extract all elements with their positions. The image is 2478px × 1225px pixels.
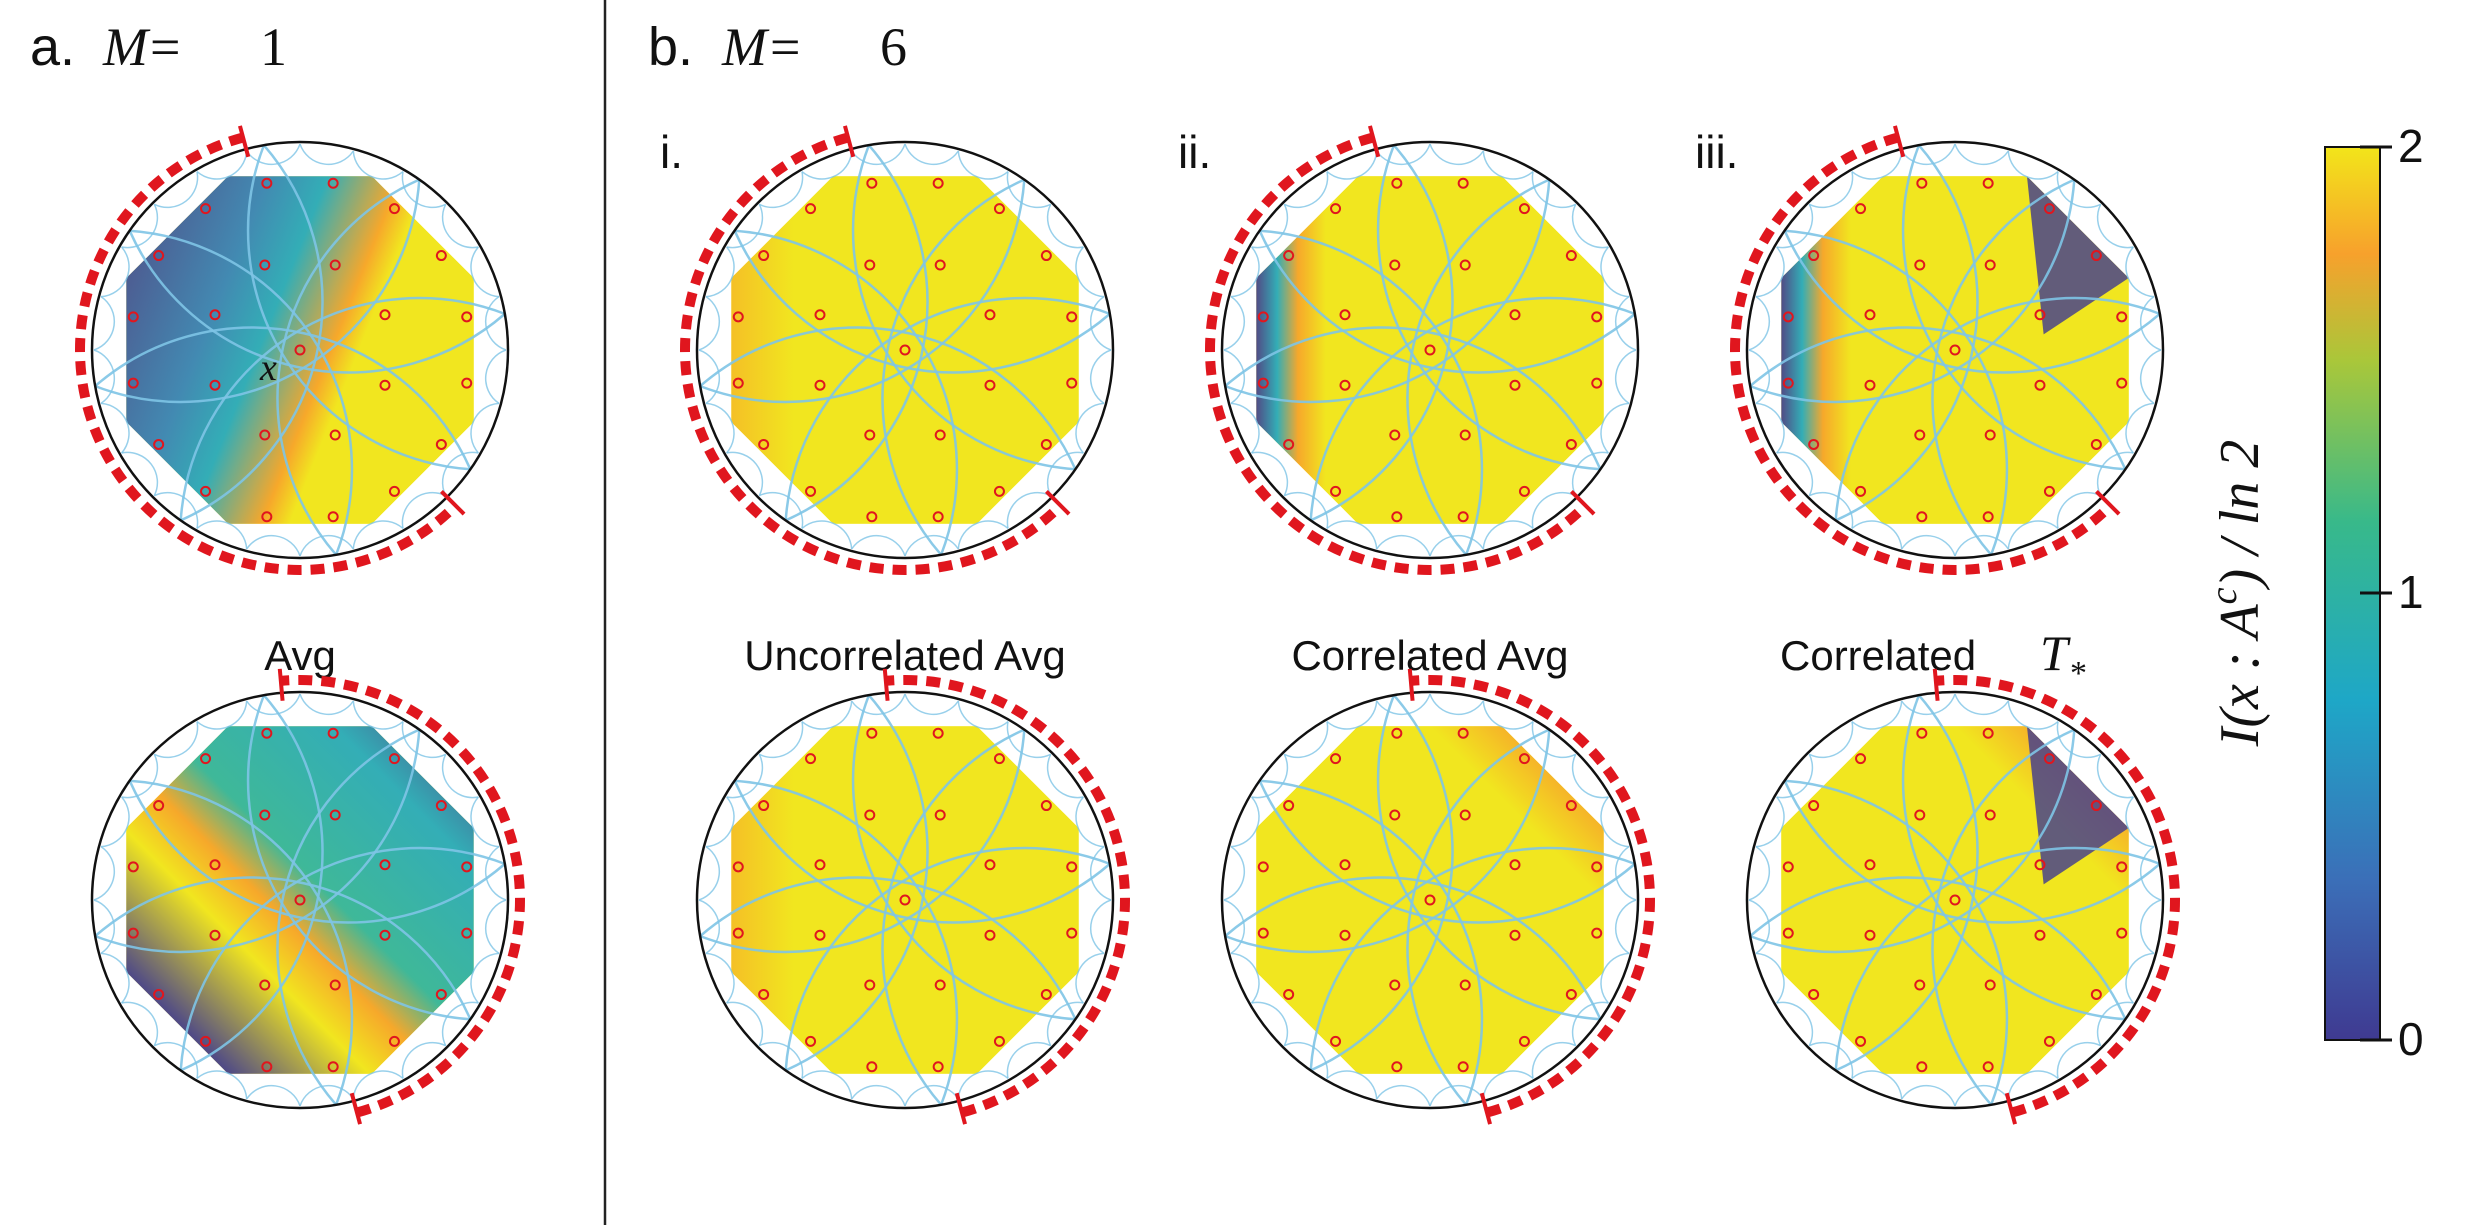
boundary-region	[1410, 675, 1655, 1118]
boundary-tick	[1893, 125, 1906, 158]
disk-boundary	[695, 690, 1115, 1110]
boundary-region	[1730, 132, 2115, 575]
disk-b-ii	[1205, 125, 1640, 575]
boundary-region	[885, 675, 1130, 1118]
mutual-info-gradient	[731, 176, 1079, 524]
panel-b-op: =	[770, 17, 800, 77]
colorbar-label-1: 1	[2398, 566, 2424, 618]
boundary-tick	[2004, 1092, 2017, 1125]
bulk-vertices	[1782, 727, 2128, 1073]
tiling-geodesics	[1223, 693, 1637, 1107]
disk-b-tstar	[1745, 668, 2180, 1125]
panel-b-var: M	[721, 17, 770, 77]
bulk-vertices	[127, 177, 473, 523]
boundary-region	[75, 132, 460, 575]
svg-text:T: T	[2040, 625, 2071, 681]
disk-b-i	[680, 125, 1115, 575]
colorbar: 2 1 0 I(x : Ac) / ln 2	[2203, 120, 2424, 1065]
disk-boundary	[90, 690, 510, 1110]
boundary-tick	[1479, 1092, 1492, 1125]
disk-boundary	[1220, 690, 1640, 1110]
panel-a-op: =	[150, 17, 180, 77]
colorbar-title: I(x : Ac) / ln 2	[2203, 440, 2271, 748]
panel-a-val: 1	[260, 17, 287, 77]
disk-a-bottom	[90, 668, 525, 1125]
caption-a-avg: Avg	[264, 632, 336, 679]
disk-a-top: x	[75, 125, 510, 575]
tiling-geodesics	[93, 693, 507, 1107]
boundary-tick	[349, 1092, 362, 1125]
svg-text:*: *	[2070, 655, 2087, 692]
caption-uncorrelated-avg: Uncorrelated Avg	[744, 632, 1065, 679]
disk-boundary	[90, 140, 510, 560]
boundary-region	[680, 132, 1065, 575]
boundary-tick	[440, 490, 466, 516]
boundary-tick	[882, 668, 890, 701]
panel-b-letter: b.	[648, 17, 693, 77]
mutual-info-gradient	[126, 176, 474, 524]
boundary-tick	[238, 125, 251, 158]
boundary-tick	[277, 668, 285, 701]
boundary-tick	[1932, 668, 1940, 701]
bulk-vertices	[1257, 177, 1603, 523]
tiling-geodesics	[93, 143, 507, 557]
disk-boundary	[1745, 140, 2165, 560]
bulk-vertices	[732, 177, 1078, 523]
boundary-tick	[843, 125, 856, 158]
mutual-info-gradient	[126, 726, 474, 1074]
mutual-info-gradient	[731, 726, 1079, 1074]
sub-label-iii: iii.	[1695, 126, 1738, 178]
mutual-info-gradient	[1256, 726, 1604, 1074]
tiling-geodesics	[698, 143, 1112, 557]
low-info-region	[2026, 726, 2129, 885]
colorbar-label-0: 0	[2398, 1013, 2424, 1065]
bulk-vertices	[1257, 727, 1603, 1073]
panel-b-val: 6	[880, 17, 907, 77]
sub-label-i: i.	[660, 126, 683, 178]
disk-boundary	[1745, 690, 2165, 1110]
boundary-region	[280, 675, 525, 1118]
disk-b-iii	[1730, 125, 2165, 575]
disk-boundary	[695, 140, 1115, 560]
svg-text:Correlated: Correlated	[1780, 632, 1976, 679]
tiling-geodesics	[698, 693, 1112, 1107]
colorbar-label-2: 2	[2398, 120, 2424, 172]
boundary-tick	[1570, 490, 1596, 516]
panel-a-heading: a. M = 1	[30, 17, 287, 77]
panel-a-var: M	[102, 17, 151, 77]
boundary-tick	[2095, 490, 2121, 516]
bulk-vertices	[732, 727, 1078, 1073]
caption-correlated-tstar: Correlated T *	[1780, 625, 2087, 692]
boundary-tick	[1407, 668, 1415, 701]
panel-a-letter: a.	[30, 17, 75, 77]
boundary-tick	[1368, 125, 1381, 158]
tiling-geodesics	[1748, 143, 2162, 557]
sub-label-ii: ii.	[1178, 126, 1211, 178]
point-x-label: x	[259, 347, 277, 389]
boundary-region	[1935, 675, 2180, 1118]
boundary-region	[1205, 132, 1590, 575]
bulk-vertices	[127, 727, 473, 1073]
tiling-geodesics	[1748, 693, 2162, 1107]
boundary-tick	[1045, 490, 1071, 516]
tiling-geodesics	[1223, 143, 1637, 557]
bulk-vertices	[1782, 177, 2128, 523]
low-info-region	[2026, 176, 2129, 335]
panel-b-heading: b. M = 6	[648, 17, 907, 77]
mutual-info-gradient	[1256, 176, 1604, 524]
disk-b-corr	[1220, 668, 1655, 1125]
disk-b-uncorr	[695, 668, 1130, 1125]
boundary-tick	[954, 1092, 967, 1125]
caption-correlated-avg: Correlated Avg	[1291, 632, 1568, 679]
disk-boundary	[1220, 140, 1640, 560]
